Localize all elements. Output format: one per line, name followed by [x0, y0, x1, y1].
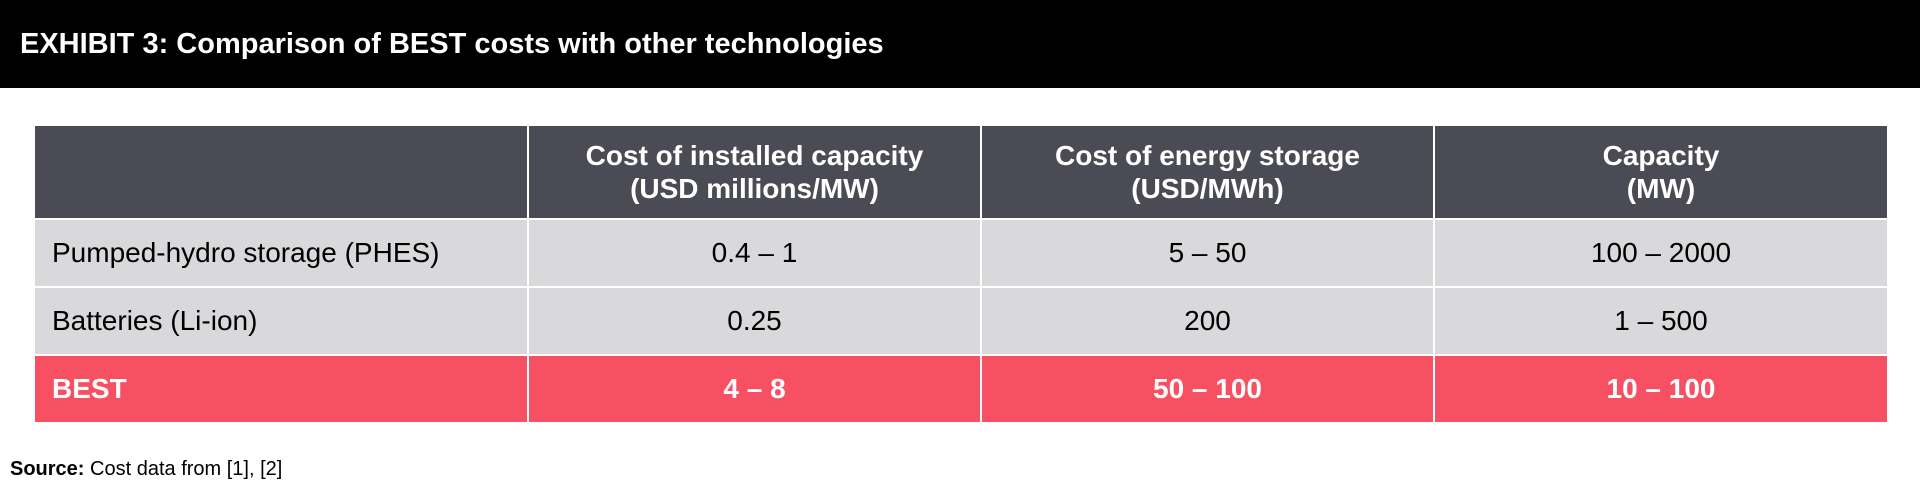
cell-capacity: 1 – 500	[1433, 286, 1889, 356]
cell-installed: 4 – 8	[527, 354, 982, 424]
header-energy-storage: Cost of energy storage (USD/MWh)	[980, 124, 1435, 220]
table-row: Batteries (Li-ion) 0.25 200 1 – 500	[33, 286, 1889, 356]
cell-storage: 50 – 100	[980, 354, 1435, 424]
row-label: Batteries (Li-ion)	[33, 286, 529, 356]
exhibit-title: EXHIBIT 3: Comparison of BEST costs with…	[20, 28, 884, 60]
table-row: Pumped-hydro storage (PHES) 0.4 – 1 5 – …	[33, 218, 1889, 288]
cell-storage: 5 – 50	[980, 218, 1435, 288]
cell-installed: 0.4 – 1	[527, 218, 982, 288]
source-label: Source:	[10, 458, 85, 480]
header-capacity: Capacity (MW)	[1433, 124, 1889, 220]
row-label: BEST	[33, 354, 529, 424]
table-row-highlight: BEST 4 – 8 50 – 100 10 – 100	[33, 354, 1889, 424]
source-text: Cost data from [1], [2]	[84, 458, 283, 480]
cell-storage: 200	[980, 286, 1435, 356]
title-bar: EXHIBIT 3: Comparison of BEST costs with…	[0, 0, 1920, 88]
header-empty-cell	[33, 124, 529, 220]
cell-capacity: 10 – 100	[1433, 354, 1889, 424]
cell-installed: 0.25	[527, 286, 982, 356]
source-note: Source: Cost data from [1], [2]	[10, 458, 282, 481]
header-installed-capacity: Cost of installed capacity (USD millions…	[527, 124, 982, 220]
cell-capacity: 100 – 2000	[1433, 218, 1889, 288]
table-header-row: Cost of installed capacity (USD millions…	[33, 124, 1889, 220]
comparison-table: Cost of installed capacity (USD millions…	[33, 124, 1889, 424]
row-label: Pumped-hydro storage (PHES)	[33, 218, 529, 288]
